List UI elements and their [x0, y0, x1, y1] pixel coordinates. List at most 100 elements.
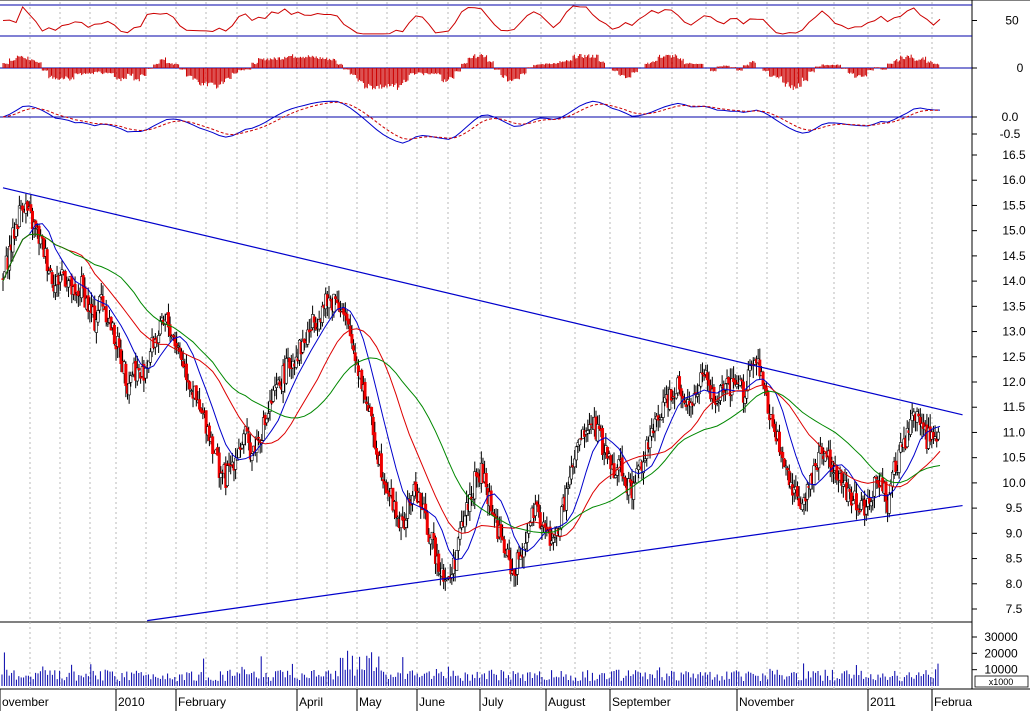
candle-body: [335, 299, 339, 303]
price-tick-label: 11.5: [1003, 400, 1026, 414]
candle-body: [484, 473, 488, 488]
histogram-tick-label: 0: [1017, 61, 1024, 75]
candle-body: [784, 465, 788, 468]
price-tick-label: 13.0: [1002, 325, 1026, 339]
candle-body: [248, 442, 252, 460]
grid-lines: [29, 2, 933, 689]
candle-body: [17, 205, 21, 227]
month-label: February: [178, 695, 226, 709]
candle-body: [643, 458, 647, 462]
candle-body: [363, 381, 367, 400]
candle-body: [861, 498, 865, 500]
candle-body: [660, 417, 664, 421]
price-tick-label: 13.5: [1002, 299, 1026, 313]
candle-body: [268, 400, 272, 412]
candle-body: [124, 363, 128, 386]
candle-body: [859, 500, 863, 510]
month-label: November: [739, 695, 794, 709]
candle-body: [265, 418, 269, 424]
candle-body: [537, 504, 541, 513]
candle-body: [864, 506, 868, 515]
volume-tick-label: 10000: [984, 663, 1018, 677]
candle-body: [176, 345, 180, 348]
candle-body: [455, 550, 459, 571]
candle-body: [373, 432, 377, 449]
candle-body: [370, 406, 374, 417]
candle-body: [748, 365, 752, 371]
rsi-tick-label: 50: [1005, 14, 1019, 28]
macd-tick-label: -0.5: [1000, 127, 1021, 141]
candle-body: [50, 272, 54, 285]
candle-body: [502, 539, 506, 553]
candle-body: [327, 297, 331, 309]
candle-body: [365, 401, 369, 405]
candle-body: [814, 463, 818, 466]
candle-body: [733, 380, 737, 385]
rsi-line: [2, 5, 941, 35]
candle-body: [67, 280, 71, 288]
price-tick-label: 10.5: [1002, 451, 1026, 465]
candle-body: [356, 365, 360, 377]
candle-body: [566, 486, 570, 489]
candle-body: [463, 515, 467, 528]
candle-body: [47, 270, 51, 274]
candle-body: [49, 268, 53, 271]
candle-body: [869, 501, 873, 507]
candle-body: [909, 419, 913, 435]
month-label: September: [612, 695, 671, 709]
candle-body: [129, 375, 133, 383]
candle-body: [717, 402, 721, 404]
moving-average-short: [2, 223, 941, 561]
candle-body: [425, 512, 429, 535]
month-label: June: [419, 695, 445, 709]
candle-body: [184, 363, 188, 381]
candle-body: [374, 447, 378, 455]
candle-body: [394, 501, 398, 518]
candle-body: [848, 489, 852, 492]
candle-body: [781, 452, 785, 459]
candle-body: [851, 500, 855, 505]
candle-body: [894, 460, 898, 473]
volume-tick-label: 30000: [984, 630, 1018, 644]
macd-tick-label: 0.0: [1002, 110, 1019, 124]
volume-tick-label: 20000: [984, 646, 1018, 660]
price-tick-label: 14.5: [1002, 249, 1026, 263]
price-tick-label: 15.0: [1002, 224, 1026, 238]
candle-body: [661, 401, 665, 418]
candle-body: [574, 446, 578, 461]
candle-body: [29, 204, 33, 212]
candle-body: [391, 487, 395, 511]
candle-body: [832, 472, 836, 475]
candle-body: [135, 367, 139, 382]
candle-body: [697, 385, 701, 395]
candle-body: [632, 482, 636, 500]
candle-body: [933, 436, 937, 439]
candle-body: [856, 508, 860, 511]
price-tick-label: 8.5: [1006, 552, 1023, 566]
candle-body: [897, 449, 901, 473]
price-tick-label: 12.5: [1002, 350, 1026, 364]
candle-body: [127, 383, 131, 396]
candle-body: [347, 318, 351, 325]
candle-body: [858, 510, 862, 513]
candle-body: [679, 388, 683, 397]
candle-body: [884, 481, 888, 502]
candle-body: [936, 431, 940, 440]
candle-body: [240, 444, 244, 449]
candle-body: [247, 433, 251, 443]
candle-body: [872, 476, 876, 497]
candle-body: [692, 393, 696, 405]
candle-body: [194, 385, 198, 401]
histogram-bars: [2, 54, 940, 90]
candle-body: [275, 384, 279, 388]
month-label: May: [359, 695, 382, 709]
volume-unit-box: [974, 675, 1029, 688]
candle-body: [696, 394, 700, 397]
candle-body: [854, 493, 858, 511]
candle-body: [507, 550, 511, 560]
volume-bars: [1, 650, 939, 686]
candle-body: [682, 400, 686, 403]
candle-body: [702, 374, 706, 377]
